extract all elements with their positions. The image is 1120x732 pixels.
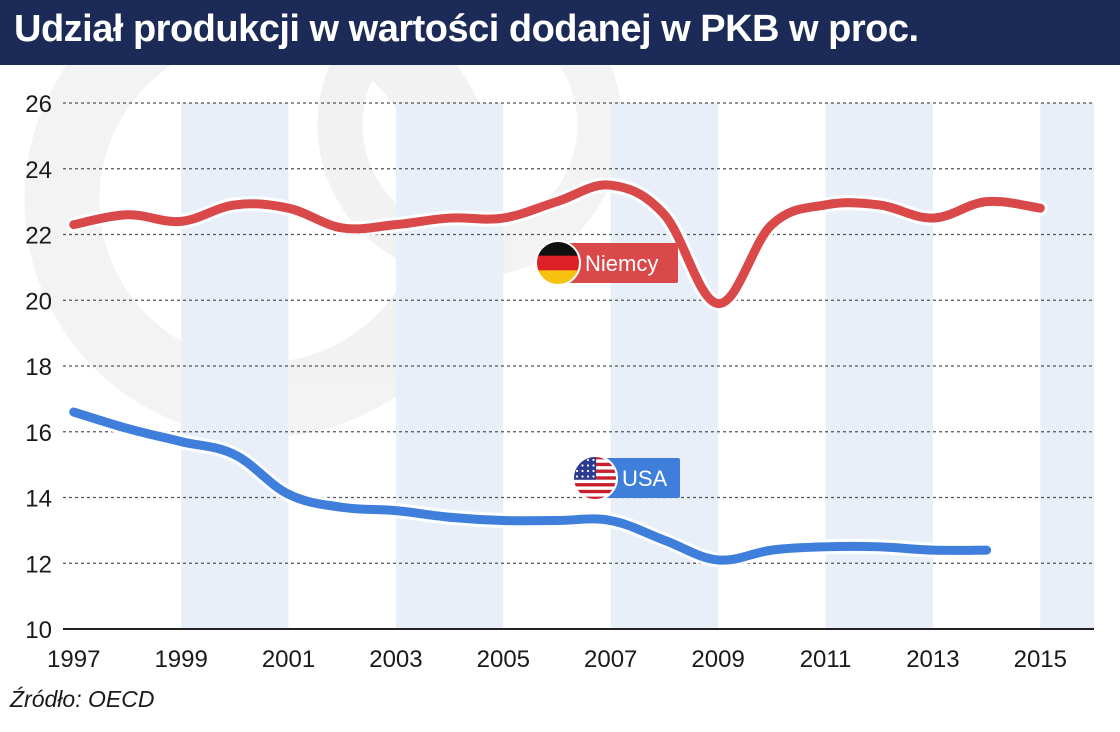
- legend-label-niemcy: Niemcy: [585, 251, 658, 276]
- x-tick-label: 2013: [906, 646, 959, 673]
- label-box: [556, 243, 678, 283]
- y-tick-label: 10: [25, 617, 52, 644]
- line-chart: 10 12 14 16 18 20 22 24 26 1997 1999 2001 2003 2005 2…: [24, 65, 1094, 673]
- x-tick-label: 1997: [47, 646, 100, 673]
- series-line-niemcy: [69, 180, 1045, 309]
- series-label-niemcy: Niemcy: [535, 240, 678, 286]
- x-tick-label: 2011: [800, 646, 852, 673]
- x-tick-label: 2015: [1014, 646, 1067, 673]
- y-tick-label: 16: [25, 420, 52, 447]
- y-tick-label: 20: [25, 288, 52, 315]
- y-tick-label: 22: [25, 223, 52, 250]
- legend-label-usa: USA: [622, 466, 668, 491]
- germany-flag-icon: [535, 240, 581, 286]
- x-tick-label: 2007: [584, 646, 637, 673]
- y-tick-label: 12: [25, 551, 52, 578]
- x-tick-label: 2003: [369, 646, 422, 673]
- title-bar: [0, 0, 1120, 65]
- x-tick-label: 2005: [477, 646, 530, 673]
- y-tick-label: 24: [25, 157, 52, 184]
- y-tick-label: 18: [25, 354, 52, 381]
- series-line-usa: [69, 407, 992, 565]
- y-tick-label: 14: [25, 486, 52, 513]
- x-tick-label: 2009: [691, 646, 744, 673]
- y-tick-label: 26: [25, 91, 52, 118]
- x-tick-label: 2001: [262, 646, 315, 673]
- background-band: [181, 103, 289, 629]
- chart-title: Udział produkcji w wartości dodanej w PK…: [14, 8, 919, 50]
- source-note: Źródło: OECD: [10, 686, 155, 712]
- usa-flag-icon: [572, 455, 618, 501]
- series-label-usa: USA: [572, 455, 680, 501]
- x-tick-label: 1999: [154, 646, 207, 673]
